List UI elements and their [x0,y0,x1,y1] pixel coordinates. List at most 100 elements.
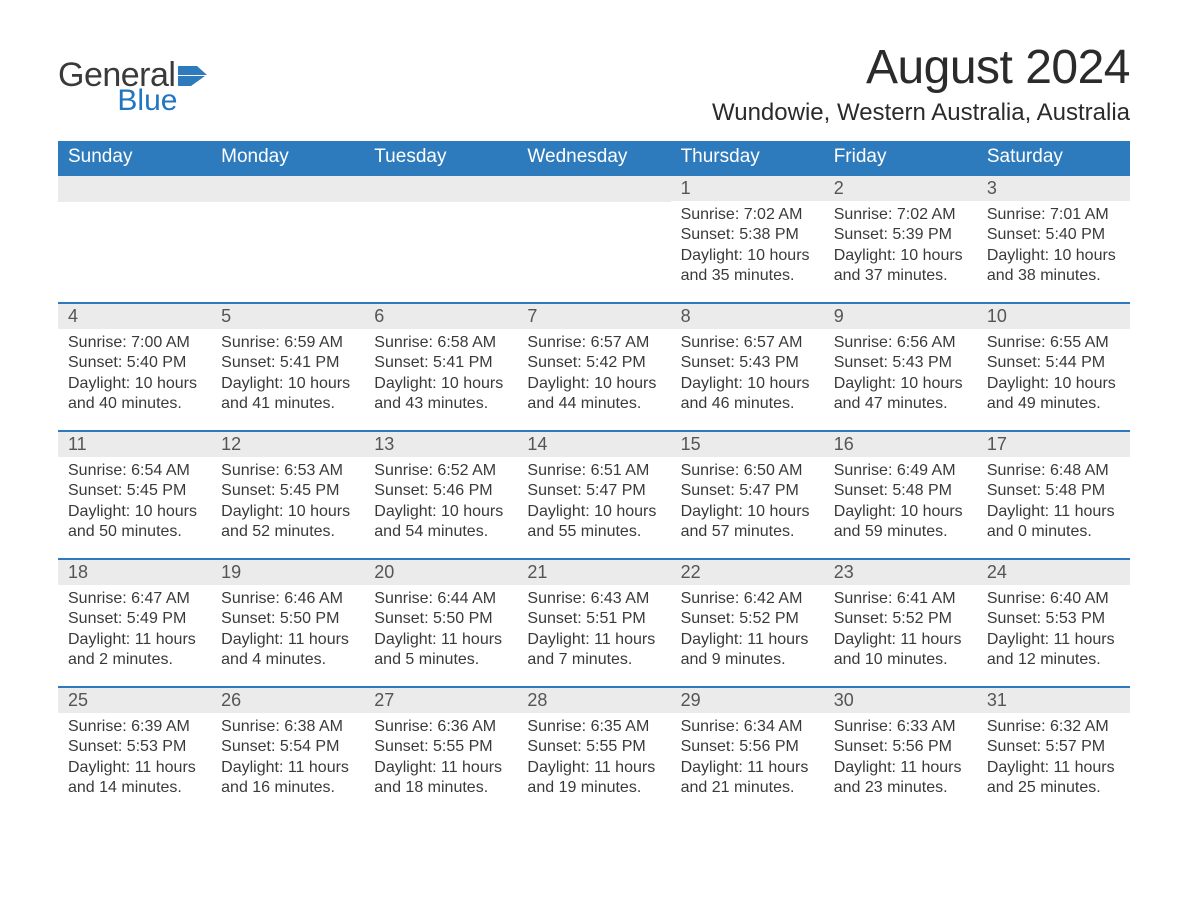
brand-word-blue: Blue [117,86,177,116]
daylight-line-1: Daylight: 11 hours [374,758,507,778]
sunset-line: Sunset: 5:38 PM [681,225,814,245]
daylight-line-2: and 49 minutes. [987,394,1120,414]
sunrise-line: Sunrise: 6:50 AM [681,461,814,481]
calendar-day-cell: 27Sunrise: 6:36 AMSunset: 5:55 PMDayligh… [364,687,517,805]
daylight-line-1: Daylight: 10 hours [68,374,201,394]
daylight-line-1: Daylight: 10 hours [987,374,1120,394]
daylight-line-2: and 35 minutes. [681,266,814,286]
sunset-line: Sunset: 5:50 PM [374,609,507,629]
sunset-line: Sunset: 5:44 PM [987,353,1120,373]
sunrise-line: Sunrise: 6:51 AM [527,461,660,481]
weekday-header: Saturday [977,141,1130,175]
day-number [211,176,364,202]
daylight-line-1: Daylight: 10 hours [68,502,201,522]
sunrise-line: Sunrise: 6:38 AM [221,717,354,737]
daylight-line-2: and 54 minutes. [374,522,507,542]
weekday-header: Sunday [58,141,211,175]
calendar-day-cell: 14Sunrise: 6:51 AMSunset: 5:47 PMDayligh… [517,431,670,559]
calendar-day-cell: 23Sunrise: 6:41 AMSunset: 5:52 PMDayligh… [824,559,977,687]
daylight-line-1: Daylight: 11 hours [834,630,967,650]
sunset-line: Sunset: 5:54 PM [221,737,354,757]
sunset-line: Sunset: 5:41 PM [374,353,507,373]
daylight-line-2: and 59 minutes. [834,522,967,542]
weekday-header: Monday [211,141,364,175]
day-details: Sunrise: 6:59 AMSunset: 5:41 PMDaylight:… [211,329,364,421]
sunrise-line: Sunrise: 6:34 AM [681,717,814,737]
sunrise-line: Sunrise: 6:52 AM [374,461,507,481]
page-header: General Blue August 2024 Wundowie, Weste… [58,40,1130,127]
weekday-header: Friday [824,141,977,175]
day-details: Sunrise: 6:57 AMSunset: 5:43 PMDaylight:… [671,329,824,421]
day-number: 25 [58,688,211,713]
sunset-line: Sunset: 5:51 PM [527,609,660,629]
daylight-line-2: and 25 minutes. [987,778,1120,798]
daylight-line-2: and 4 minutes. [221,650,354,670]
day-details: Sunrise: 6:38 AMSunset: 5:54 PMDaylight:… [211,713,364,805]
sunrise-line: Sunrise: 6:39 AM [68,717,201,737]
daylight-line-2: and 40 minutes. [68,394,201,414]
day-number: 9 [824,304,977,329]
daylight-line-2: and 44 minutes. [527,394,660,414]
day-details: Sunrise: 6:47 AMSunset: 5:49 PMDaylight:… [58,585,211,677]
day-details: Sunrise: 6:44 AMSunset: 5:50 PMDaylight:… [364,585,517,677]
daylight-line-1: Daylight: 10 hours [681,374,814,394]
calendar-day-cell: 11Sunrise: 6:54 AMSunset: 5:45 PMDayligh… [58,431,211,559]
weekday-header: Tuesday [364,141,517,175]
sunset-line: Sunset: 5:42 PM [527,353,660,373]
sunrise-line: Sunrise: 6:47 AM [68,589,201,609]
day-number: 27 [364,688,517,713]
calendar-day-cell: 1Sunrise: 7:02 AMSunset: 5:38 PMDaylight… [671,175,824,303]
sunset-line: Sunset: 5:56 PM [681,737,814,757]
daylight-line-2: and 41 minutes. [221,394,354,414]
calendar-week-row: 11Sunrise: 6:54 AMSunset: 5:45 PMDayligh… [58,431,1130,559]
daylight-line-1: Daylight: 10 hours [527,502,660,522]
calendar-day-cell: 5Sunrise: 6:59 AMSunset: 5:41 PMDaylight… [211,303,364,431]
calendar-day-cell [517,175,670,303]
daylight-line-2: and 9 minutes. [681,650,814,670]
day-number: 6 [364,304,517,329]
flag-icon [177,64,211,93]
daylight-line-1: Daylight: 11 hours [527,630,660,650]
day-details: Sunrise: 6:56 AMSunset: 5:43 PMDaylight:… [824,329,977,421]
day-details: Sunrise: 6:54 AMSunset: 5:45 PMDaylight:… [58,457,211,549]
sunset-line: Sunset: 5:47 PM [681,481,814,501]
day-details: Sunrise: 6:36 AMSunset: 5:55 PMDaylight:… [364,713,517,805]
calendar-day-cell: 19Sunrise: 6:46 AMSunset: 5:50 PMDayligh… [211,559,364,687]
calendar-day-cell: 22Sunrise: 6:42 AMSunset: 5:52 PMDayligh… [671,559,824,687]
daylight-line-1: Daylight: 11 hours [681,630,814,650]
day-number: 20 [364,560,517,585]
daylight-line-2: and 0 minutes. [987,522,1120,542]
sunrise-line: Sunrise: 6:56 AM [834,333,967,353]
day-details: Sunrise: 6:57 AMSunset: 5:42 PMDaylight:… [517,329,670,421]
day-number [364,176,517,202]
daylight-line-1: Daylight: 11 hours [374,630,507,650]
sunset-line: Sunset: 5:39 PM [834,225,967,245]
daylight-line-1: Daylight: 10 hours [221,502,354,522]
day-details: Sunrise: 6:48 AMSunset: 5:48 PMDaylight:… [977,457,1130,549]
daylight-line-1: Daylight: 11 hours [221,630,354,650]
calendar-day-cell: 10Sunrise: 6:55 AMSunset: 5:44 PMDayligh… [977,303,1130,431]
calendar-day-cell: 8Sunrise: 6:57 AMSunset: 5:43 PMDaylight… [671,303,824,431]
day-details: Sunrise: 6:42 AMSunset: 5:52 PMDaylight:… [671,585,824,677]
daylight-line-1: Daylight: 11 hours [527,758,660,778]
daylight-line-1: Daylight: 11 hours [68,630,201,650]
sunset-line: Sunset: 5:45 PM [221,481,354,501]
day-number: 11 [58,432,211,457]
day-number: 13 [364,432,517,457]
daylight-line-2: and 7 minutes. [527,650,660,670]
calendar-day-cell: 21Sunrise: 6:43 AMSunset: 5:51 PMDayligh… [517,559,670,687]
calendar-day-cell: 7Sunrise: 6:57 AMSunset: 5:42 PMDaylight… [517,303,670,431]
calendar-day-cell: 30Sunrise: 6:33 AMSunset: 5:56 PMDayligh… [824,687,977,805]
calendar-day-cell [211,175,364,303]
daylight-line-2: and 38 minutes. [987,266,1120,286]
day-details: Sunrise: 6:41 AMSunset: 5:52 PMDaylight:… [824,585,977,677]
daylight-line-1: Daylight: 10 hours [221,374,354,394]
daylight-line-2: and 12 minutes. [987,650,1120,670]
sunset-line: Sunset: 5:53 PM [987,609,1120,629]
day-details: Sunrise: 7:00 AMSunset: 5:40 PMDaylight:… [58,329,211,421]
sunset-line: Sunset: 5:49 PM [68,609,201,629]
calendar-body: 1Sunrise: 7:02 AMSunset: 5:38 PMDaylight… [58,175,1130,805]
day-number: 10 [977,304,1130,329]
day-number: 5 [211,304,364,329]
sunset-line: Sunset: 5:45 PM [68,481,201,501]
